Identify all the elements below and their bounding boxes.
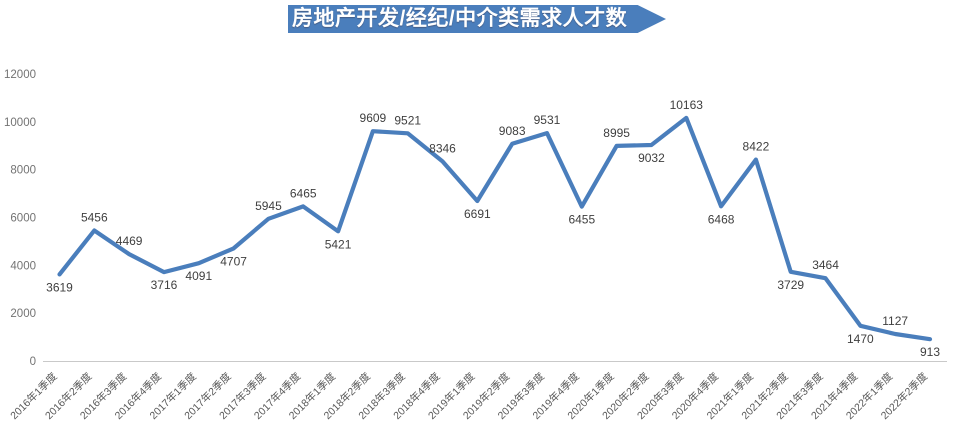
y-axis-label: 4000	[10, 260, 36, 272]
data-point-label: 6691	[464, 207, 491, 221]
data-point-label: 9609	[360, 111, 387, 125]
data-point-label: 5945	[255, 199, 282, 213]
data-point-label: 3716	[151, 278, 178, 292]
data-point-label: 3729	[777, 278, 804, 292]
data-point-label: 6455	[568, 213, 595, 227]
data-point-label: 9521	[394, 113, 421, 127]
data-point-label: 6465	[290, 186, 317, 200]
data-point-label: 5421	[325, 237, 352, 251]
y-axis-label: 6000	[10, 213, 36, 225]
data-point-label: 9032	[638, 151, 665, 165]
chart-title-banner: 房地产开发/经纪/中介类需求人才数	[288, 5, 666, 33]
y-axis-label: 0	[30, 356, 36, 368]
data-point-label: 4469	[116, 234, 143, 248]
data-point-label: 8995	[603, 126, 630, 140]
data-point-label: 1470	[847, 332, 874, 346]
chart-title: 房地产开发/经纪/中介类需求人才数	[292, 7, 628, 30]
data-point-label: 3464	[812, 258, 839, 272]
data-point-label: 4091	[185, 269, 212, 283]
data-point-label: 8346	[429, 141, 456, 155]
y-axis-label: 12000	[4, 69, 36, 81]
data-point-label: 4707	[220, 254, 247, 268]
data-point-label: 10163	[670, 98, 704, 112]
data-point-label: 9083	[499, 124, 526, 138]
y-axis-label: 8000	[10, 165, 36, 177]
data-point-label: 1127	[882, 314, 908, 328]
series-line	[57, 115, 933, 342]
data-point-label: 9531	[534, 113, 561, 127]
data-point-label: 6468	[708, 212, 735, 226]
y-axis-label: 2000	[10, 308, 36, 320]
data-point-label: 3619	[46, 280, 73, 294]
data-point-label: 5456	[81, 211, 108, 225]
data-point-label: 8422	[743, 140, 770, 154]
y-axis-label: 10000	[4, 117, 36, 129]
data-point-label: 913	[920, 345, 940, 359]
